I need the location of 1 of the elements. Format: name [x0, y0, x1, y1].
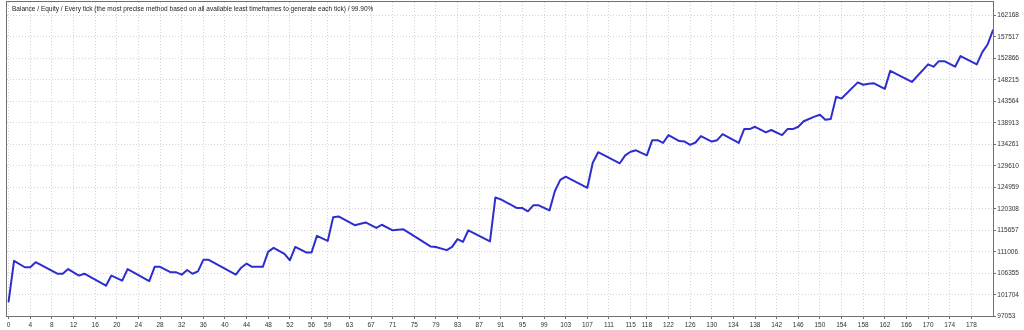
line-series: [7, 29, 993, 303]
